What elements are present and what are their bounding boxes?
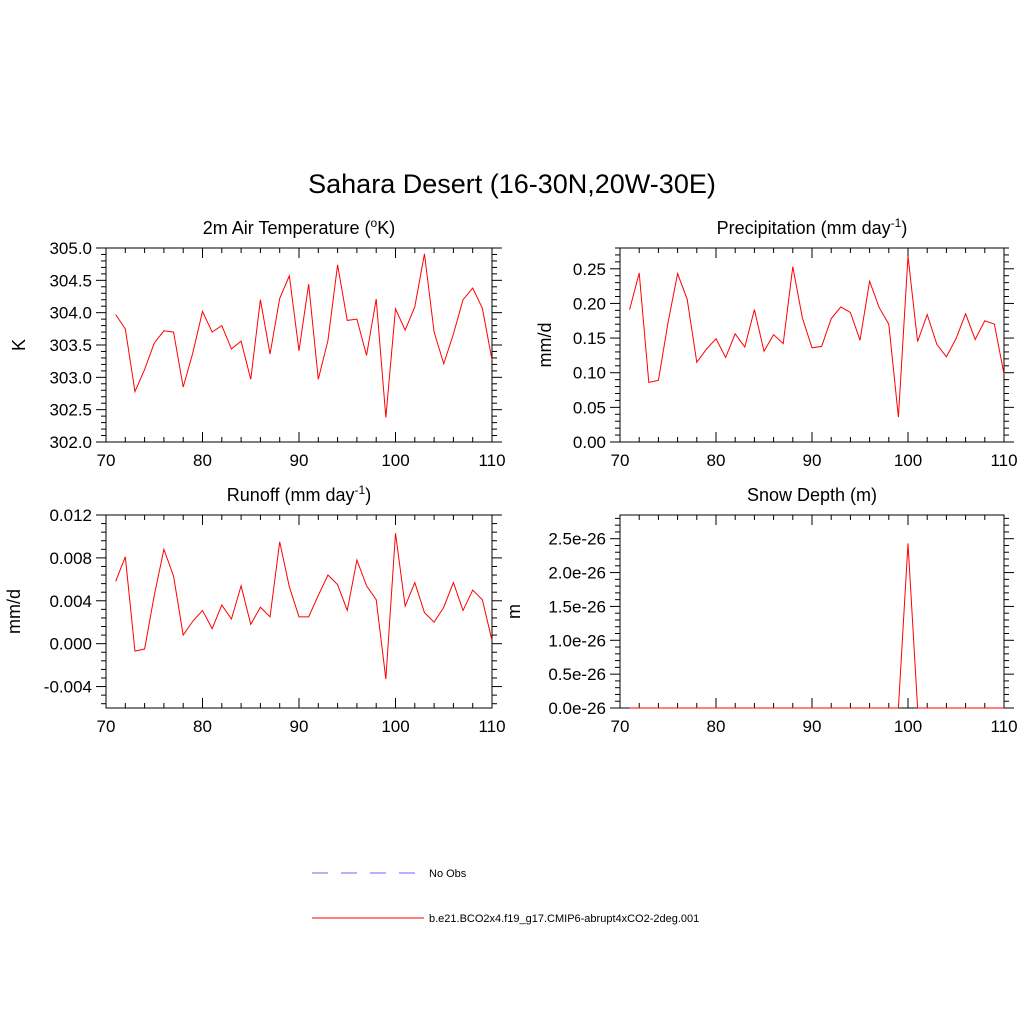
runoff-y-tick-label: 0.000 — [49, 635, 92, 654]
temperature-y-tick-label: 304.5 — [49, 271, 92, 290]
precipitation-x-tick-label: 100 — [894, 451, 922, 470]
temperature-y-tick-label: 302.0 — [49, 433, 92, 452]
runoff-y-axis-label: mm/d — [4, 589, 24, 634]
snow-depth-y-tick-label: 0.5e-26 — [548, 665, 606, 684]
runoff-x-tick-label: 100 — [381, 717, 409, 736]
temperature-x-tick-label: 100 — [381, 451, 409, 470]
temperature-x-tick-label: 70 — [97, 451, 116, 470]
precipitation-y-tick-label: 0.10 — [573, 364, 606, 383]
snow-depth-x-tick-label: 70 — [611, 717, 630, 736]
precipitation-y-tick-label: 0.20 — [573, 294, 606, 313]
precipitation-x-tick-label: 90 — [803, 451, 822, 470]
temperature-y-tick-label: 304.0 — [49, 304, 92, 323]
temperature-y-tick-label: 305.0 — [49, 239, 92, 258]
runoff-y-tick-label: 0.008 — [49, 549, 92, 568]
snow-depth-y-tick-label: 1.5e-26 — [548, 597, 606, 616]
precipitation-x-tick-label: 80 — [707, 451, 726, 470]
temperature-y-tick-label: 303.5 — [49, 336, 92, 355]
snow-depth-x-tick-label: 90 — [803, 717, 822, 736]
legend-label-obs: No Obs — [429, 868, 467, 880]
snow-depth-plot-frame — [619, 514, 1005, 709]
temperature-y-axis-label: K — [9, 339, 29, 351]
temperature-plot-frame — [105, 247, 493, 443]
snow-depth-y-axis-label: m — [504, 604, 524, 619]
precipitation-y-tick-label: 0.25 — [573, 260, 606, 279]
precipitation-y-tick-label: 0.15 — [573, 329, 606, 348]
snow-depth-series-line — [629, 543, 1004, 709]
temperature-x-tick-label: 110 — [478, 451, 505, 470]
runoff-title: Runoff (mm day-1) — [227, 483, 371, 505]
temperature-x-tick-label: 80 — [193, 451, 212, 470]
precipitation-x-tick-label: 70 — [611, 451, 630, 470]
precipitation-y-tick-label: 0.00 — [573, 433, 606, 452]
legend: No Obs b.e21.BCO2x4.f19_g17.CMIP6-abrupt… — [312, 868, 699, 925]
precipitation-plot-frame — [619, 247, 1005, 443]
snow-depth-title: Snow Depth (m) — [747, 485, 877, 505]
snow-depth-y-tick-label: 0.0e-26 — [548, 699, 606, 718]
panel-runoff: Runoff (mm day-1) 70 80 90 100 110 -0.004 0.000… — [4, 483, 506, 736]
panel-temperature: 2m Air Temperature (oK) 70 80 90 100 110 302.0… — [9, 216, 506, 470]
runoff-x-tick-label: 80 — [193, 717, 212, 736]
runoff-x-tick-label: 70 — [97, 717, 116, 736]
runoff-series-line — [115, 533, 493, 680]
runoff-plot-frame — [105, 514, 493, 709]
temperature-series-line — [115, 253, 493, 418]
snow-depth-x-tick-label: 80 — [707, 717, 726, 736]
snow-depth-x-tick-label: 100 — [894, 717, 922, 736]
runoff-y-tick-label: 0.012 — [49, 506, 92, 525]
temperature-y-tick-label: 303.0 — [49, 368, 92, 387]
figure-title: Sahara Desert (16-30N,20W-30E) — [308, 169, 716, 199]
runoff-x-tick-label: 90 — [290, 717, 309, 736]
snow-depth-y-tick-label: 1.0e-26 — [548, 631, 606, 650]
snow-depth-y-tick-label: 2.0e-26 — [548, 564, 606, 583]
panel-precipitation: Precipitation (mm day-1) 70 80 90 100 110 0.00… — [535, 216, 1018, 470]
precipitation-y-axis-label: mm/d — [535, 323, 555, 368]
runoff-y-tick-label: 0.004 — [49, 592, 92, 611]
precipitation-series-line — [629, 256, 1005, 418]
snow-depth-x-tick-label: 110 — [990, 717, 1017, 736]
panels: 2m Air Temperature (oK) 70 80 90 100 110 302.0… — [4, 216, 1018, 736]
precipitation-x-tick-label: 110 — [990, 451, 1017, 470]
panel-snow-depth: Snow Depth (m) 70 80 90 100 110 0.0e-26 0.5e-26… — [504, 485, 1018, 736]
temperature-title: 2m Air Temperature (oK) — [203, 216, 395, 238]
runoff-y-tick-label: -0.004 — [44, 678, 92, 697]
temperature-y-tick-label: 302.5 — [49, 401, 92, 420]
precipitation-title: Precipitation (mm day-1) — [717, 216, 908, 238]
precipitation-y-tick-label: 0.05 — [573, 398, 606, 417]
snow-depth-y-tick-label: 2.5e-26 — [548, 530, 606, 549]
temperature-x-tick-label: 90 — [290, 451, 309, 470]
runoff-x-tick-label: 110 — [478, 717, 505, 736]
legend-label-model: b.e21.BCO2x4.f19_g17.CMIP6-abrupt4xCO2-2… — [429, 913, 699, 925]
